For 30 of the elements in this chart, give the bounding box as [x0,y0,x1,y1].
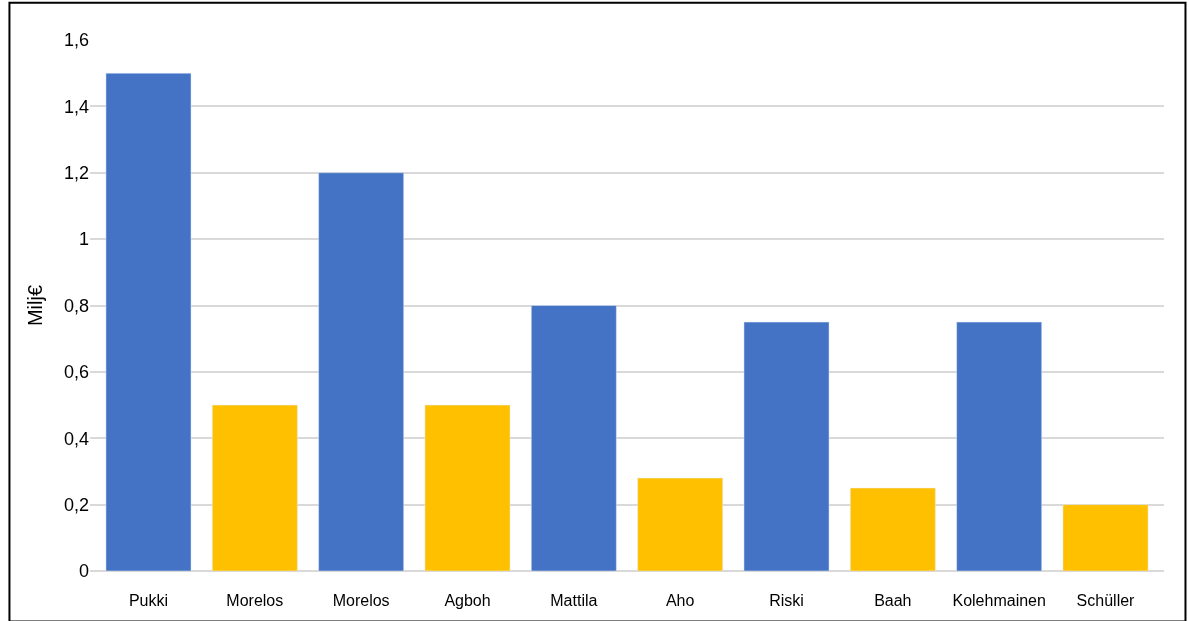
y-tick-label: 0 [78,561,89,582]
bar [212,404,298,571]
bar [1062,504,1149,571]
x-tick-label: Mattila [550,592,598,609]
y-tick-label: 1,4 [63,96,89,117]
bar [318,172,404,571]
y-tick-label: 1,6 [63,30,89,51]
y-tick-label: 0,6 [63,362,89,383]
bar [531,305,617,571]
y-tick-label: 0,8 [63,295,89,316]
x-tick-label: Pukki [128,592,169,609]
bar [956,321,1042,571]
x-tick-label: Baah [874,592,912,609]
x-tick-label: Schüller [1076,592,1136,609]
x-tick-label: Kolehmainen [952,592,1046,609]
bar [105,72,192,571]
bar [850,487,936,571]
y-tick-label: 0,4 [63,428,89,449]
y-tick-label: 1 [78,229,89,250]
x-tick-label: Aho [665,592,695,609]
x-tick-label: Morelos [226,592,284,609]
y-tick-label: 1,2 [63,163,89,184]
x-tick-label: Morelos [332,592,390,609]
bar [424,404,511,571]
bar [743,321,830,571]
x-tick-label: Agboh [444,592,491,609]
bar [637,477,723,571]
y-tick-label: 0,2 [63,494,89,515]
x-tick-label: Riski [769,592,804,609]
y-axis-title: Milj€ [24,284,47,327]
